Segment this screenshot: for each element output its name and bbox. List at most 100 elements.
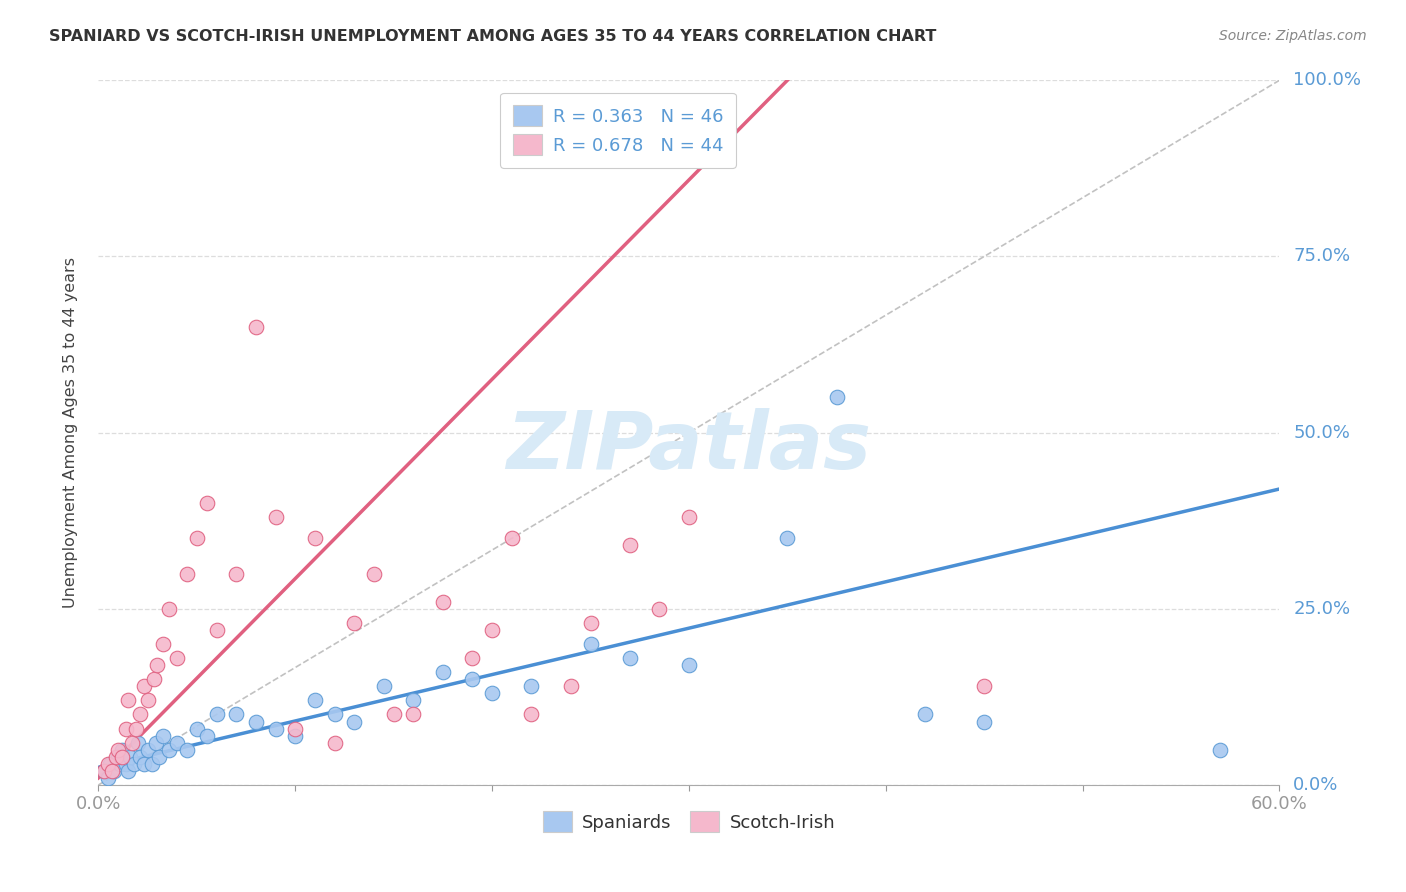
Point	[343, 615, 366, 630]
Point	[148, 749, 170, 764]
Point	[343, 714, 366, 729]
Point	[461, 673, 484, 687]
Point	[117, 693, 139, 707]
Point	[619, 538, 641, 552]
Point	[717, 95, 740, 109]
Point	[118, 749, 141, 764]
Point	[145, 736, 167, 750]
Text: 0.0%: 0.0%	[1294, 776, 1339, 794]
Point	[205, 707, 228, 722]
Point	[93, 764, 115, 778]
Point	[323, 707, 346, 722]
Point	[619, 651, 641, 665]
Point	[128, 749, 150, 764]
Point	[101, 764, 124, 778]
Point	[136, 693, 159, 707]
Text: Source: ZipAtlas.com: Source: ZipAtlas.com	[1219, 29, 1367, 44]
Point	[125, 722, 148, 736]
Point	[107, 749, 129, 764]
Point	[678, 510, 700, 524]
Point	[225, 566, 247, 581]
Point	[402, 693, 425, 707]
Point	[579, 637, 602, 651]
Point	[111, 749, 134, 764]
Point	[115, 756, 138, 771]
Point	[245, 319, 267, 334]
Point	[520, 707, 543, 722]
Point	[142, 673, 165, 687]
Point	[117, 764, 139, 778]
Y-axis label: Unemployment Among Ages 35 to 44 years: Unemployment Among Ages 35 to 44 years	[63, 257, 77, 608]
Point	[166, 651, 188, 665]
Point	[973, 714, 995, 729]
Point	[264, 722, 287, 736]
Point	[98, 756, 121, 771]
Point	[157, 601, 180, 615]
Point	[105, 749, 128, 764]
Point	[579, 615, 602, 630]
Point	[122, 756, 145, 771]
Point	[776, 532, 799, 546]
Point	[127, 736, 149, 750]
Point	[111, 742, 134, 756]
Point	[678, 658, 700, 673]
Point	[93, 764, 115, 778]
Point	[304, 693, 326, 707]
Point	[481, 623, 503, 637]
Point	[107, 742, 129, 756]
Point	[432, 595, 454, 609]
Point	[115, 722, 138, 736]
Point	[97, 756, 120, 771]
Point	[973, 679, 995, 693]
Point	[225, 707, 247, 722]
Point	[132, 756, 155, 771]
Point	[186, 722, 208, 736]
Point	[97, 771, 120, 785]
Point	[560, 679, 582, 693]
Point	[323, 736, 346, 750]
Point	[205, 623, 228, 637]
Legend: Spaniards, Scotch-Irish: Spaniards, Scotch-Irish	[536, 804, 842, 839]
Point	[914, 707, 936, 722]
Point	[146, 658, 169, 673]
Text: 25.0%: 25.0%	[1294, 599, 1351, 618]
Point	[373, 679, 395, 693]
Text: 75.0%: 75.0%	[1294, 247, 1351, 266]
Point	[132, 679, 155, 693]
Text: ZIPatlas: ZIPatlas	[506, 408, 872, 486]
Point	[825, 391, 848, 405]
Point	[481, 686, 503, 700]
Point	[166, 736, 188, 750]
Point	[501, 532, 523, 546]
Point	[195, 496, 218, 510]
Point	[152, 729, 174, 743]
Point	[648, 601, 671, 615]
Point	[108, 756, 131, 771]
Point	[461, 651, 484, 665]
Point	[152, 637, 174, 651]
Point	[121, 736, 143, 750]
Point	[103, 764, 125, 778]
Point	[402, 707, 425, 722]
Point	[284, 722, 307, 736]
Point	[245, 714, 267, 729]
Point	[284, 729, 307, 743]
Point	[136, 742, 159, 756]
Point	[304, 532, 326, 546]
Point	[363, 566, 385, 581]
Point	[1209, 742, 1232, 756]
Text: SPANIARD VS SCOTCH-IRISH UNEMPLOYMENT AMONG AGES 35 TO 44 YEARS CORRELATION CHAR: SPANIARD VS SCOTCH-IRISH UNEMPLOYMENT AM…	[49, 29, 936, 45]
Point	[176, 742, 198, 756]
Point	[195, 729, 218, 743]
Point	[520, 679, 543, 693]
Point	[382, 707, 405, 722]
Point	[264, 510, 287, 524]
Text: 50.0%: 50.0%	[1294, 424, 1350, 442]
Point	[128, 707, 150, 722]
Point	[186, 532, 208, 546]
Point	[157, 742, 180, 756]
Point	[432, 665, 454, 680]
Text: 100.0%: 100.0%	[1294, 71, 1361, 89]
Point	[176, 566, 198, 581]
Point	[141, 756, 163, 771]
